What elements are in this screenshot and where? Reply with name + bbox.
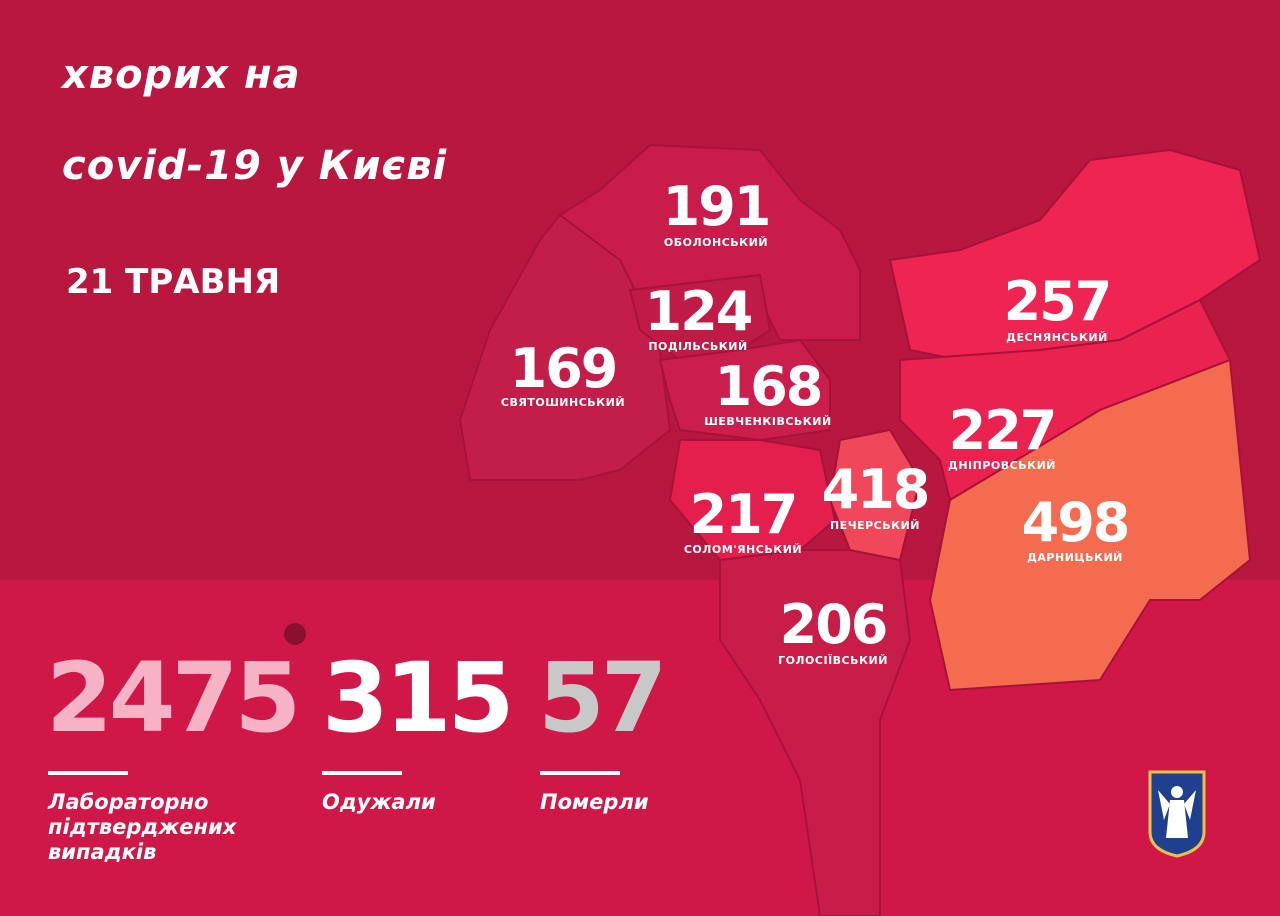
title-line-1: хворих на bbox=[62, 52, 301, 98]
district-name: ДНІПРОВСЬКИЙ bbox=[948, 459, 1056, 472]
district-cases: 191 bbox=[662, 175, 772, 238]
district-holosiivskyi bbox=[719, 549, 912, 916]
district-name: ПОДІЛЬСЬКИЙ bbox=[648, 340, 748, 353]
kyiv-coat-of-arms-icon bbox=[1148, 770, 1206, 858]
confirmed-count: 2475 bbox=[46, 642, 301, 754]
title-line-2: covid-19 у Києві bbox=[62, 143, 448, 189]
district-name: ДЕСНЯНСЬКИЙ bbox=[1006, 331, 1108, 344]
divider bbox=[322, 771, 402, 775]
district-name: СОЛОМ'ЯНСЬКИЙ bbox=[683, 543, 803, 556]
district-cases: 217 bbox=[689, 483, 799, 546]
virus-icon bbox=[284, 623, 306, 645]
date: 21 ТРАВНЯ bbox=[66, 262, 281, 302]
district-shevchenkivskyi bbox=[658, 338, 831, 442]
district-name: ШЕВЧЕНКІВСЬКИЙ bbox=[704, 415, 832, 428]
recovered-count: 315 bbox=[322, 642, 514, 754]
district-cases: 168 bbox=[714, 355, 824, 418]
district-darnytskyi bbox=[928, 358, 1252, 692]
divider bbox=[48, 771, 128, 775]
recovered-label: Одужали bbox=[322, 790, 436, 814]
district-name: ДАРНИЦЬКИЙ bbox=[1027, 551, 1123, 564]
district-cases: 124 bbox=[644, 280, 754, 343]
district-solomianskyi bbox=[668, 439, 837, 562]
district-name: ОБОЛОНСЬКИЙ bbox=[663, 236, 769, 249]
district-cases: 227 bbox=[948, 399, 1058, 462]
district-cases: 206 bbox=[779, 593, 889, 656]
district-name: ГОЛОСІЇВСЬКИЙ bbox=[778, 654, 888, 667]
confirmed-label: Лабораторно підтверджених випадків bbox=[48, 790, 237, 864]
deaths-count: 57 bbox=[538, 642, 668, 754]
district-cases: 498 bbox=[1021, 491, 1131, 554]
district-name: ПЕЧЕРСЬКИЙ bbox=[829, 519, 921, 532]
deaths-label: Померли bbox=[540, 790, 649, 814]
district-cases: 418 bbox=[821, 458, 931, 521]
district-name: СВЯТОШИНСЬКИЙ bbox=[500, 396, 626, 409]
district-cases: 169 bbox=[509, 337, 619, 400]
divider bbox=[540, 771, 620, 775]
district-cases: 257 bbox=[1003, 270, 1113, 333]
district-pecherskyi bbox=[828, 428, 922, 562]
